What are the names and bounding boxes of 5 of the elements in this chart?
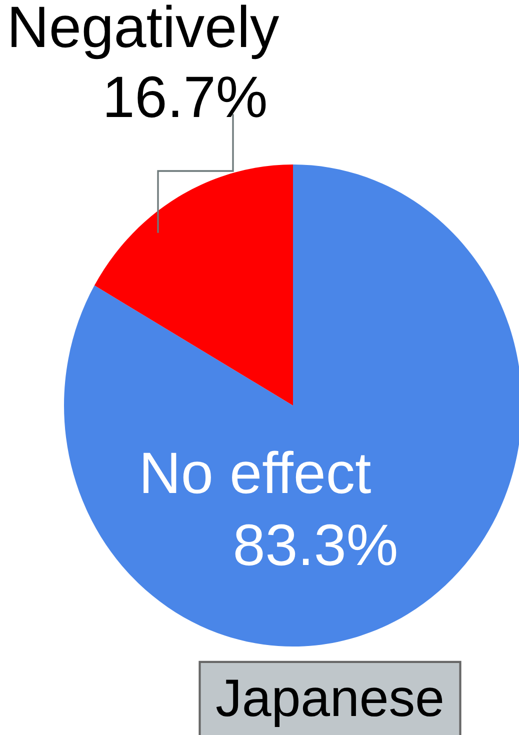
data-label: 83.3% bbox=[235, 524, 396, 566]
slice-label: No effect bbox=[144, 450, 371, 494]
slice-label: Negatively bbox=[12, 4, 280, 60]
text: Japanese bbox=[216, 680, 442, 727]
data-label: 16.7% bbox=[106, 76, 266, 118]
